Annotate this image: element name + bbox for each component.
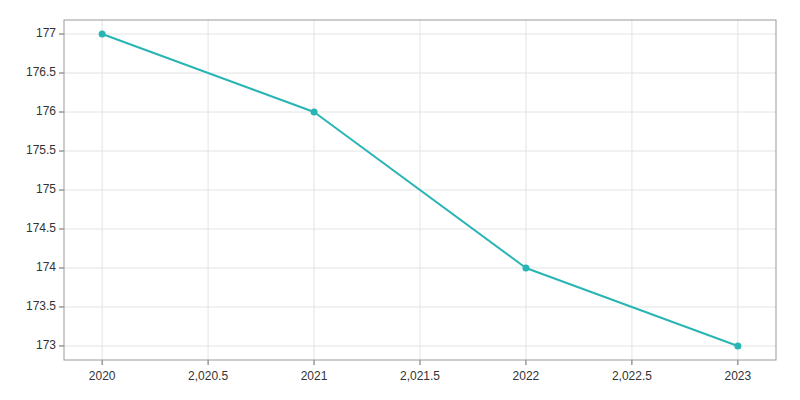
- y-tick: [59, 73, 64, 74]
- y-tick-label: 176.5: [26, 65, 56, 79]
- y-tick: [59, 345, 64, 346]
- y-tick: [59, 34, 64, 35]
- x-grid-line: [314, 20, 315, 360]
- y-tick: [59, 306, 64, 307]
- grid: [64, 20, 776, 360]
- x-tick: [525, 360, 526, 365]
- y-tick: [59, 267, 64, 268]
- x-grid-line: [525, 20, 526, 360]
- x-tick-label: 2022: [513, 369, 540, 383]
- x-tick-label: 2023: [725, 369, 752, 383]
- y-tick-label: 173: [36, 338, 56, 352]
- plot-frame: [64, 20, 776, 360]
- point: [99, 31, 106, 38]
- y-tick-label: 175.5: [26, 143, 56, 157]
- chart: 173 173.5 174 174.5 175 175.5 176 176.5 177 2020 2…: [0, 0, 800, 400]
- axes: 173 173.5 174 174.5 175 175.5 176 176.5 177 2020 2…: [26, 20, 776, 383]
- series: [99, 31, 742, 350]
- y-tick: [59, 190, 64, 191]
- x-tick: [102, 360, 103, 365]
- chart-container: 173 173.5 174 174.5 175 175.5 176 176.5 177 2020 2…: [0, 0, 800, 400]
- y-tick-label: 176: [36, 104, 56, 118]
- y-tick: [59, 151, 64, 152]
- x-tick: [208, 360, 209, 365]
- point: [311, 109, 318, 116]
- x-tick: [420, 360, 421, 365]
- y-tick: [59, 228, 64, 229]
- x-tick-label: 2,020.5: [188, 369, 228, 383]
- point: [734, 342, 741, 349]
- x-grid-line: [737, 20, 738, 360]
- x-tick-label: 2020: [89, 369, 116, 383]
- x-grid-line: [208, 20, 209, 360]
- x-grid-line: [102, 20, 103, 360]
- x-tick: [631, 360, 632, 365]
- y-tick-label: 175: [36, 182, 56, 196]
- page: {"chart_data": {"type": "line", "x": [20…: [0, 0, 800, 400]
- y-tick-label: 177: [36, 26, 56, 40]
- y-tick-label: 173.5: [26, 299, 56, 313]
- x-tick-label: 2,022.5: [612, 369, 652, 383]
- x-grid-line: [631, 20, 632, 360]
- x-tick: [314, 360, 315, 365]
- x-tick: [737, 360, 738, 365]
- y-tick-label: 174.5: [26, 221, 56, 235]
- y-tick-label: 174: [36, 260, 56, 274]
- x-tick-label: 2,021.5: [400, 369, 440, 383]
- line: [102, 34, 738, 346]
- point: [522, 264, 529, 271]
- y-tick: [59, 112, 64, 113]
- x-tick-label: 2021: [301, 369, 328, 383]
